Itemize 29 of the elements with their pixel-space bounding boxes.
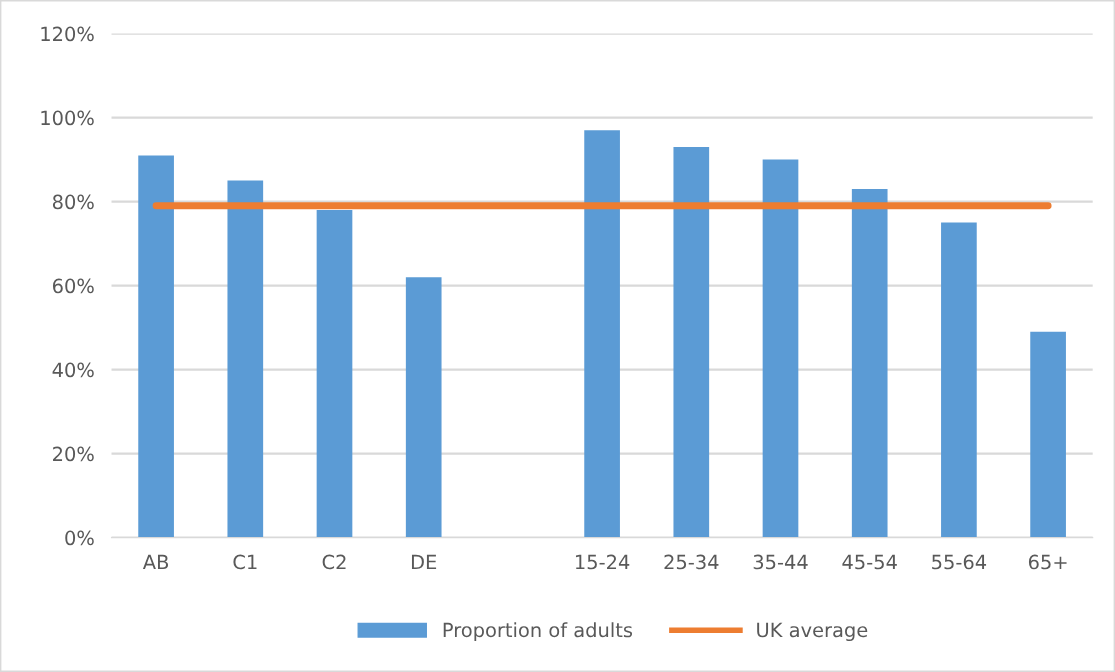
y-tick-label: 0% — [65, 530, 94, 546]
y-tick-label: 80% — [52, 194, 94, 210]
legend-label: UK average — [757, 622, 868, 642]
bar — [138, 155, 174, 538]
y-tick-label: 40% — [52, 362, 94, 378]
bar — [316, 210, 353, 538]
y-tick-label: 120% — [41, 26, 94, 42]
x-tick-label: 15-24 — [575, 554, 630, 570]
x-tick-label: 45-54 — [842, 554, 897, 570]
legend-label: Proportion of adults — [443, 622, 633, 642]
bar — [405, 277, 442, 538]
x-tick-label: 65+ — [1028, 554, 1067, 570]
y-tick-label: 60% — [52, 278, 94, 294]
y-tick-label: 20% — [53, 446, 94, 462]
x-tick-label: C2 — [322, 554, 346, 570]
x-tick-label: C1 — [233, 554, 257, 570]
bar — [584, 130, 620, 538]
x-tick-label: DE — [411, 554, 437, 570]
x-tick-label: 35-44 — [753, 554, 808, 570]
bar — [762, 159, 799, 538]
bar — [673, 147, 710, 538]
y-tick-label: 100% — [41, 110, 94, 126]
bar — [851, 189, 888, 538]
bar — [941, 222, 977, 538]
x-tick-label: 55-64 — [932, 554, 987, 570]
bar — [227, 180, 264, 538]
x-tick-label: 25-34 — [664, 554, 719, 570]
x-tick-label: AB — [142, 554, 169, 570]
bar — [1030, 331, 1066, 538]
